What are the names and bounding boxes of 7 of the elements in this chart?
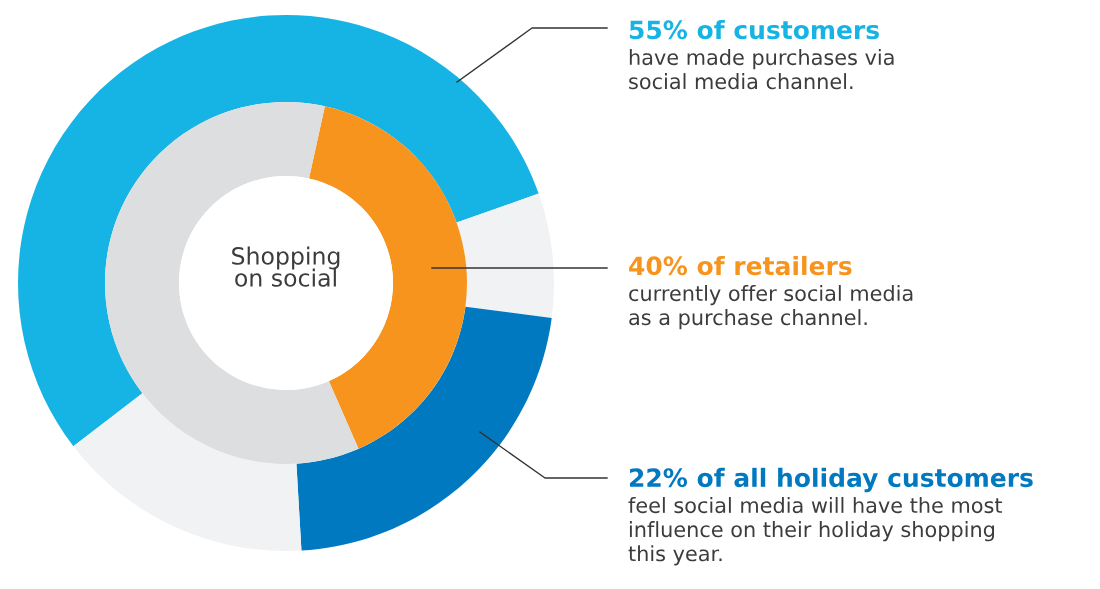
text: 55% of customers [629, 19, 879, 40]
text: 40% of retailers [629, 255, 852, 276]
text: Shopping on social [232, 246, 340, 287]
text: 22% of all holiday customers [629, 467, 1033, 493]
text: have made purchases via social media channel. [629, 49, 894, 90]
text: feel social media will have the most influence on their holiday shopping this year. [628, 497, 1003, 566]
text: currently offer social media as a purchase channel. [629, 285, 913, 330]
